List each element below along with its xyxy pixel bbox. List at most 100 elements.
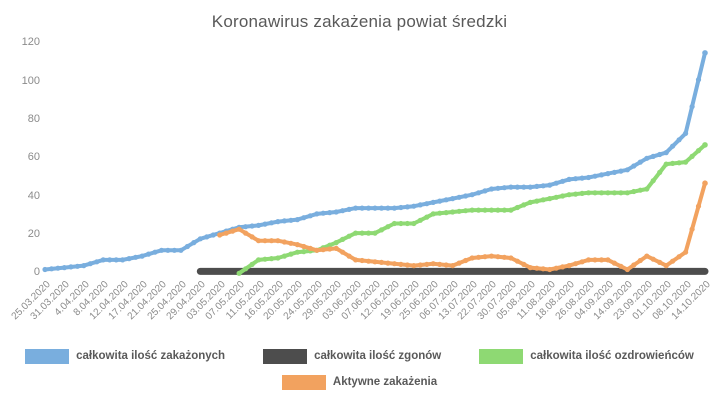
series-marker — [391, 205, 397, 211]
series-marker — [702, 50, 708, 56]
series-marker — [243, 224, 249, 230]
series-marker — [450, 209, 456, 215]
series-marker — [611, 260, 618, 266]
series-marker — [346, 253, 352, 259]
series-marker — [385, 260, 391, 266]
series-marker — [327, 210, 333, 216]
series-marker — [398, 261, 404, 267]
legend-item-active-infections: Aktywne zakażenia — [281, 374, 437, 390]
series-marker — [631, 262, 637, 268]
series-marker — [268, 238, 275, 244]
series-marker — [372, 205, 378, 211]
series-marker — [592, 173, 598, 179]
series-marker — [450, 196, 456, 202]
series-marker — [204, 234, 210, 240]
series-marker — [275, 238, 281, 244]
series-marker — [391, 220, 397, 227]
series-marker — [644, 253, 650, 259]
series-marker — [475, 254, 482, 260]
y-tick-label: 40 — [27, 189, 40, 202]
legend-swatch-total-infections-icon — [25, 348, 70, 364]
y-tick-label: 0 — [33, 266, 40, 279]
series-marker — [605, 257, 611, 263]
series-marker — [333, 209, 339, 215]
series-marker — [618, 263, 624, 269]
series-marker — [275, 219, 281, 225]
series-marker — [404, 220, 410, 227]
series-marker — [210, 232, 216, 238]
series-marker — [437, 261, 443, 267]
series-marker — [417, 217, 423, 223]
series-marker — [683, 159, 689, 165]
series-marker — [456, 208, 462, 214]
chart-title: Koronawirus zakażenia powiat średzki — [211, 12, 508, 31]
series-marker — [573, 176, 579, 182]
chart-legend: całkowita ilość zakażonych całkowita ilo… — [0, 346, 719, 398]
series-marker — [482, 254, 488, 260]
series-marker — [236, 226, 242, 232]
series-marker — [702, 142, 708, 148]
series-marker — [378, 259, 385, 265]
series-marker — [527, 184, 533, 190]
series-marker — [482, 207, 488, 213]
series-marker — [281, 253, 287, 259]
series-marker — [547, 266, 553, 273]
series-marker — [365, 230, 372, 236]
series-marker — [424, 214, 430, 220]
series-marker — [191, 240, 197, 246]
series-marker — [307, 245, 313, 251]
series-marker — [411, 220, 417, 227]
series-marker — [547, 196, 553, 202]
series-marker — [333, 245, 339, 251]
series-marker — [670, 258, 676, 264]
series-marker — [573, 191, 579, 197]
series-marker — [670, 160, 676, 166]
series-marker — [618, 190, 624, 196]
series-marker — [120, 257, 126, 263]
series-marker — [217, 232, 223, 238]
series-marker — [631, 188, 637, 195]
series-marker — [618, 168, 624, 174]
series-marker — [605, 190, 611, 196]
series-marker — [430, 261, 436, 267]
series-line-3 — [217, 181, 707, 272]
series-marker — [501, 254, 507, 260]
series-marker — [657, 169, 663, 175]
y-tick-label: 100 — [21, 74, 40, 87]
series-marker — [81, 263, 87, 269]
series-marker — [592, 257, 598, 263]
series-marker — [663, 161, 669, 167]
y-tick-label: 80 — [27, 112, 40, 125]
series-marker — [534, 265, 540, 271]
series-marker — [566, 176, 572, 182]
series-marker — [695, 203, 702, 209]
series-marker — [249, 223, 255, 229]
series-marker — [294, 217, 300, 223]
series-marker — [243, 230, 249, 236]
series-marker — [553, 180, 559, 186]
series-marker — [644, 186, 650, 192]
series-marker — [637, 187, 643, 193]
series-marker — [592, 190, 598, 196]
series-marker — [611, 169, 618, 175]
series-marker — [450, 263, 456, 269]
series-marker — [385, 205, 391, 211]
series-marker — [133, 254, 139, 260]
series-marker — [94, 259, 100, 265]
series-marker — [598, 257, 605, 263]
series-marker — [579, 190, 585, 196]
series-marker — [508, 207, 514, 213]
series-marker — [676, 137, 682, 143]
series-marker — [631, 163, 637, 169]
series-marker — [404, 204, 410, 210]
series-marker — [197, 236, 203, 242]
series-marker — [605, 171, 611, 177]
series-marker — [501, 207, 507, 213]
series-marker — [670, 143, 676, 149]
series-marker — [223, 230, 229, 236]
series-marker — [456, 194, 462, 200]
series-marker — [650, 256, 656, 262]
legend-label-total-infections: całkowita ilość zakażonych — [76, 350, 226, 362]
series-marker — [657, 259, 663, 265]
